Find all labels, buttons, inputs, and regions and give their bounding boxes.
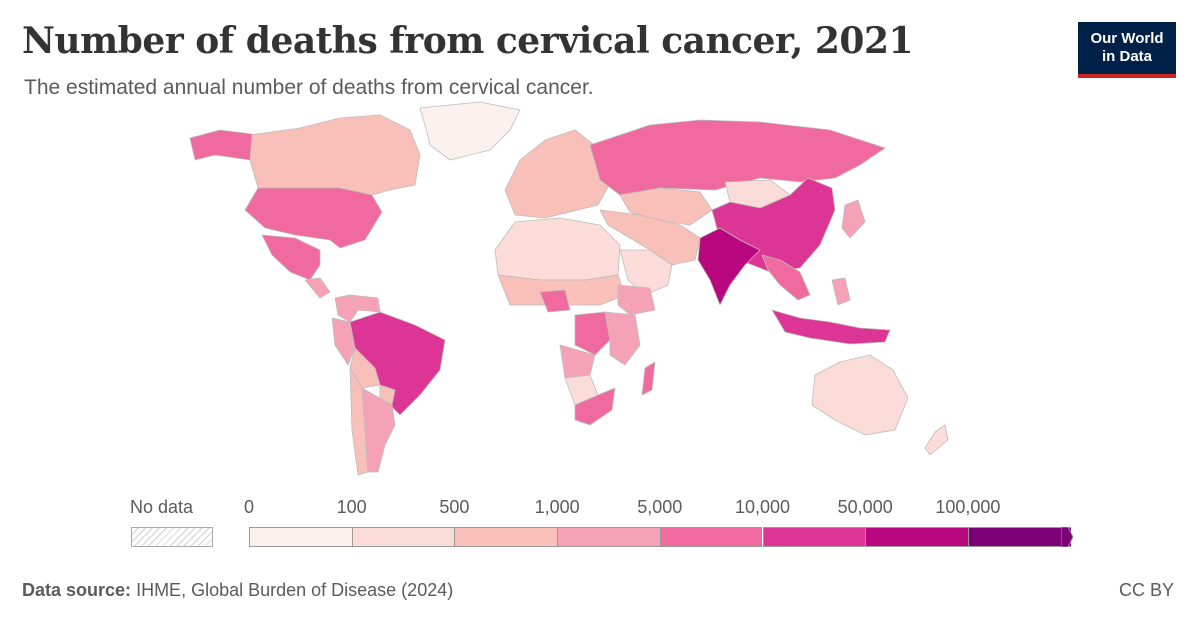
legend-tick-label: 50,000 bbox=[837, 497, 893, 517]
region-canada[interactable] bbox=[249, 114, 421, 196]
legend-swatch-5[interactable] bbox=[762, 527, 866, 547]
legend-tick-label: 10,000 bbox=[734, 497, 791, 517]
legend-swatch-4[interactable] bbox=[659, 527, 763, 547]
region-peru[interactable] bbox=[331, 317, 356, 366]
region-dr-congo[interactable] bbox=[574, 311, 611, 356]
legend-swatch-2[interactable] bbox=[454, 527, 558, 547]
region-australia[interactable] bbox=[811, 354, 909, 436]
legend-arrow bbox=[1061, 527, 1073, 547]
region-alaska[interactable] bbox=[189, 129, 253, 161]
legend-tick-label: 1,000 bbox=[534, 497, 580, 517]
legend-tick-label: 0 bbox=[243, 497, 255, 517]
chart-subtitle: The estimated annual number of deaths fr… bbox=[24, 76, 594, 99]
region-ethiopia[interactable] bbox=[617, 284, 656, 316]
region-united-states[interactable] bbox=[244, 187, 383, 249]
legend-swatch-1[interactable] bbox=[351, 527, 455, 547]
owid-logo[interactable]: Our World in Data bbox=[1078, 22, 1176, 78]
legend-tick-label: 500 bbox=[439, 497, 470, 517]
region-argentina[interactable] bbox=[361, 387, 396, 473]
license-label[interactable]: CC BY bbox=[1118, 580, 1174, 600]
region-south-africa[interactable] bbox=[574, 387, 616, 426]
data-source: Data source: IHME, Global Burden of Dise… bbox=[22, 580, 453, 601]
region-mexico[interactable] bbox=[261, 234, 321, 281]
chart-title: Number of deaths from cervical cancer, 2… bbox=[22, 20, 914, 62]
legend-swatch-3[interactable] bbox=[557, 527, 660, 547]
legend-swatch-7[interactable] bbox=[967, 527, 1071, 547]
region-middle-east[interactable] bbox=[599, 209, 701, 266]
legend-swatch-0[interactable] bbox=[249, 527, 352, 547]
legend-tick-label: 100,000 bbox=[935, 497, 1001, 517]
region-new-zealand[interactable] bbox=[924, 424, 949, 456]
legend-tick-label: 5,000 bbox=[637, 497, 683, 517]
region-nigeria[interactable] bbox=[539, 289, 571, 313]
region-central-america[interactable] bbox=[304, 277, 331, 299]
logo-line-2: in Data bbox=[1101, 48, 1152, 65]
region-east-africa[interactable] bbox=[604, 311, 641, 366]
legend-swatch-6[interactable] bbox=[865, 527, 968, 547]
region-philippines[interactable] bbox=[831, 277, 851, 306]
no-data-swatch bbox=[131, 527, 213, 547]
map-legend: No data 0 100 500 1,000 5,000 10,000 50,000 100… bbox=[0, 490, 1200, 560]
region-bolivia[interactable] bbox=[349, 347, 381, 389]
region-greenland[interactable] bbox=[419, 101, 521, 161]
region-southeast-asia[interactable] bbox=[761, 254, 811, 301]
data-source-text[interactable]: IHME, Global Burden of Disease (2024) bbox=[136, 580, 454, 600]
legend-tick-label: 100 bbox=[336, 497, 367, 517]
logo-line-1: Our World bbox=[1090, 30, 1164, 47]
region-india[interactable] bbox=[697, 227, 761, 306]
region-colombia[interactable] bbox=[334, 294, 359, 323]
region-north-africa[interactable] bbox=[494, 217, 621, 281]
world-map[interactable] bbox=[0, 100, 1200, 480]
region-japan[interactable] bbox=[841, 199, 866, 239]
no-data-label: No data bbox=[130, 497, 194, 517]
region-saudi-arabia[interactable] bbox=[619, 249, 673, 296]
region-indonesia[interactable] bbox=[771, 309, 891, 345]
region-madagascar[interactable] bbox=[641, 361, 656, 396]
data-source-label: Data source: bbox=[22, 580, 132, 600]
